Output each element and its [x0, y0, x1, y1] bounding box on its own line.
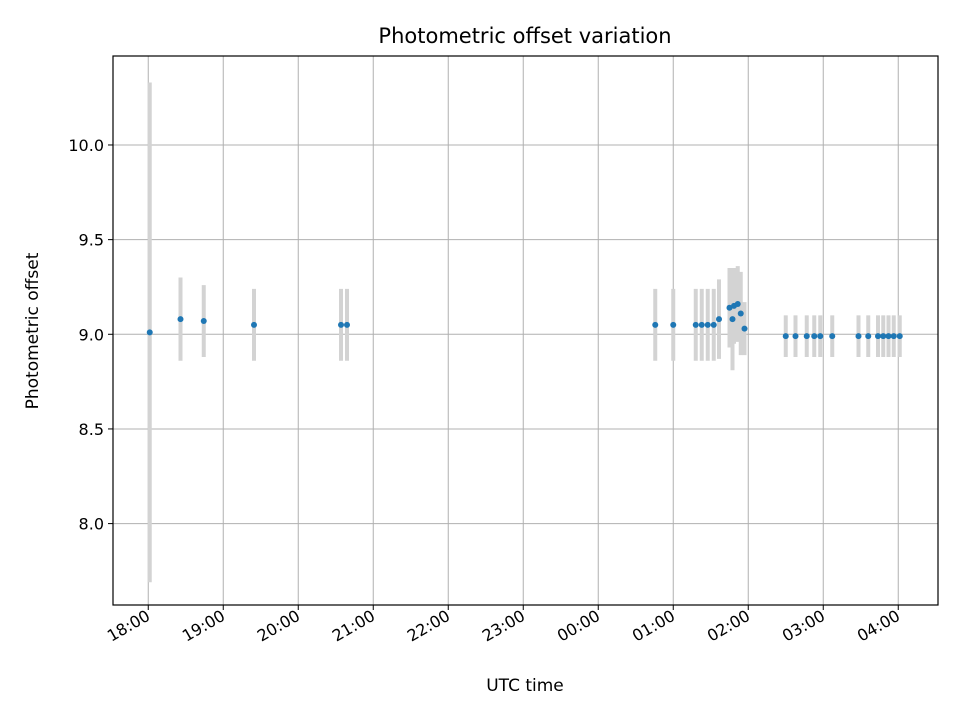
- data-point: [829, 333, 836, 340]
- data-point: [177, 316, 184, 323]
- plot-area-frame: [112, 55, 939, 606]
- data-point: [811, 333, 818, 340]
- data-point: [782, 333, 789, 340]
- data-point: [803, 333, 810, 340]
- data-point: [200, 318, 207, 325]
- data-point: [792, 333, 799, 340]
- data-point: [698, 321, 705, 328]
- data-point: [741, 325, 748, 332]
- data-point: [652, 321, 659, 328]
- data-point: [704, 321, 711, 328]
- chart-title: Photometric offset variation: [378, 24, 671, 48]
- data-point: [716, 316, 722, 323]
- data-point: [670, 321, 677, 328]
- x-axis-label: UTC time: [486, 676, 564, 696]
- y-tick-label: 8.5: [79, 420, 104, 439]
- data-point: [344, 321, 350, 328]
- y-tick-label: 9.5: [79, 231, 104, 250]
- data-point: [865, 333, 872, 340]
- data-point: [710, 321, 717, 328]
- y-axis-label: Photometric offset: [23, 252, 43, 409]
- data-point: [338, 321, 344, 328]
- data-point: [885, 333, 892, 340]
- data-point: [692, 321, 699, 328]
- data-point: [890, 333, 897, 340]
- data-point: [726, 304, 733, 311]
- data-point: [817, 333, 824, 340]
- data-point: [855, 333, 862, 340]
- y-axis-ticks: 8.0 8.5 9.0 9.5 10.0: [68, 136, 113, 534]
- data-point: [251, 321, 257, 328]
- data-point: [896, 333, 903, 340]
- data-points: [146, 300, 903, 340]
- y-tick-label: 8.0: [79, 515, 104, 534]
- y-tick-label: 10.0: [68, 136, 104, 155]
- data-point: [875, 333, 881, 340]
- data-point: [729, 316, 736, 323]
- y-tick-label: 9.0: [79, 325, 104, 344]
- data-point: [880, 333, 887, 340]
- data-point: [737, 310, 744, 317]
- data-point: [146, 329, 153, 336]
- data-point: [734, 300, 741, 307]
